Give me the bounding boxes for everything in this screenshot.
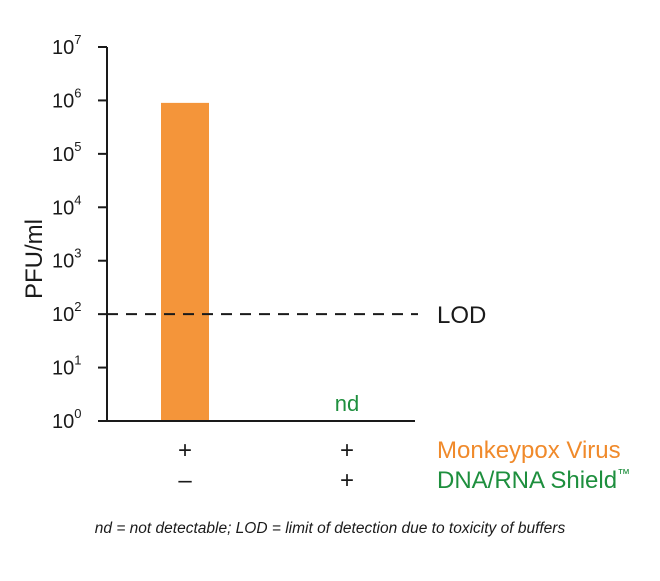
condition-sign: – <box>178 467 192 494</box>
lod-label: LOD <box>437 302 486 329</box>
condition-rows: + + Monkeypox Virus – + DNA/RNA Shield™ <box>178 437 630 494</box>
y-tick-label: 107 <box>52 32 81 59</box>
y-axis-label: PFU/ml <box>21 219 48 299</box>
y-tick-label: 102 <box>52 299 81 326</box>
condition-label: Monkeypox Virus <box>437 437 621 464</box>
bar <box>161 102 209 422</box>
y-axis-ticks: 100 101 102 103 104 105 106 107 <box>52 32 107 433</box>
y-tick-label: 100 <box>52 406 81 433</box>
footnote: nd = not detectable; LOD = limit of dete… <box>94 520 566 537</box>
condition-label: DNA/RNA Shield™ <box>437 466 630 494</box>
y-tick-label: 101 <box>52 353 81 380</box>
nd-label: nd <box>335 391 359 416</box>
y-tick-label: 104 <box>52 192 81 219</box>
y-tick-label: 106 <box>52 85 81 112</box>
condition-sign: + <box>178 437 192 464</box>
y-tick-label: 103 <box>52 246 81 273</box>
condition-sign: + <box>340 437 354 464</box>
chart: 100 101 102 103 104 105 106 107 LOD PFU/ml nd +… <box>21 32 630 494</box>
bars <box>161 102 209 422</box>
nd-labels: nd <box>335 391 359 416</box>
condition-sign: + <box>340 467 354 494</box>
y-tick-label: 105 <box>52 139 81 166</box>
